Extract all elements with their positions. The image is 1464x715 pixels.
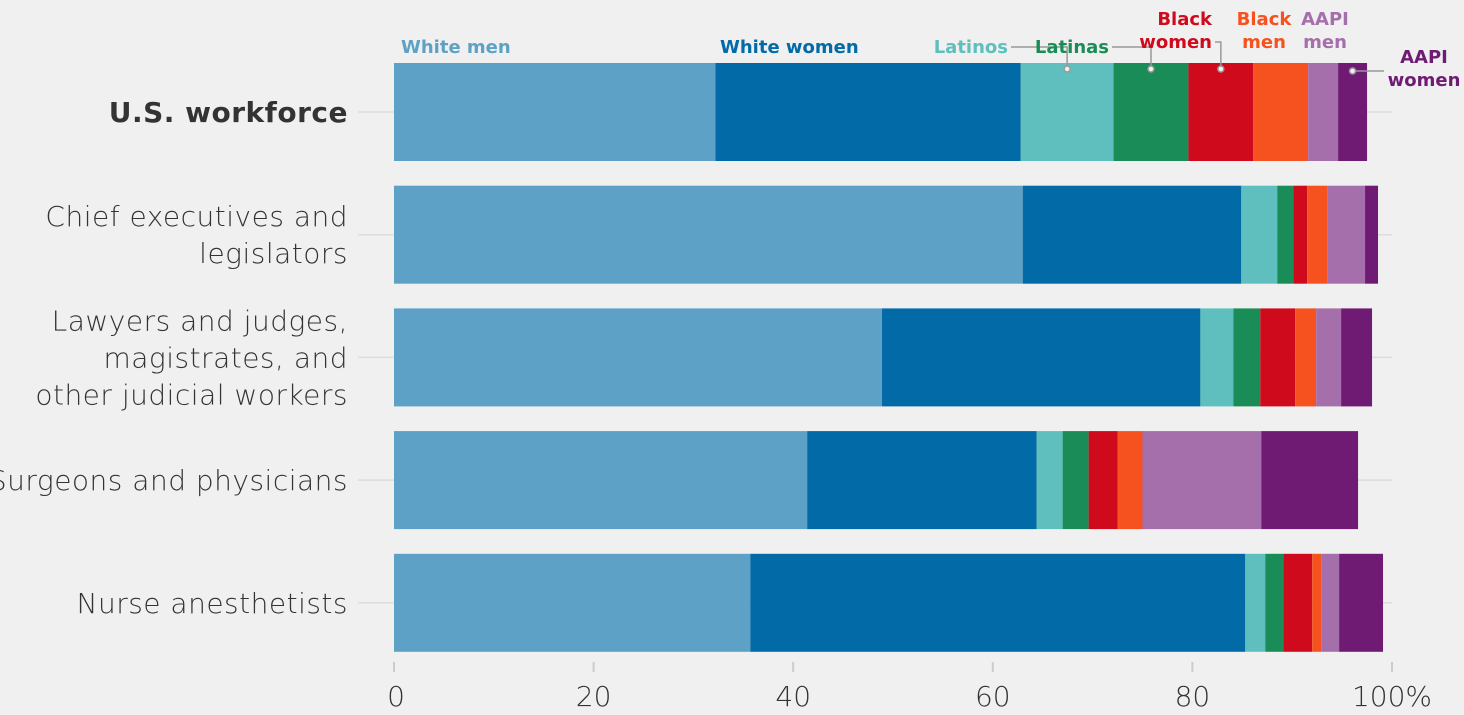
bar-latinas (1265, 553, 1284, 652)
bars-layer (394, 63, 1384, 652)
legend-leader (1112, 46, 1152, 69)
bar-aapi-women (1338, 63, 1368, 161)
legend-black-men: Black men (1237, 9, 1293, 53)
category-label-line: Nurse anesthetists (77, 587, 349, 620)
legend-white-men: White men (401, 37, 511, 58)
legend-label-line: men (1242, 32, 1286, 53)
legend-black-women: Black women (1139, 9, 1213, 53)
legend-aapi-men: AAPI men (1301, 9, 1349, 53)
bar-aapi-women (1365, 185, 1379, 284)
bar-white-men (394, 431, 808, 530)
category-label-line: legislators (199, 237, 348, 270)
legend-latinos: Latinos (934, 37, 1008, 58)
legend-white-women: White women (720, 37, 859, 58)
legend-label-line: women (1388, 70, 1461, 91)
bar-white-women (715, 63, 1021, 161)
bar-aapi-men (1321, 553, 1340, 652)
bar-white-men (394, 553, 751, 652)
bar-white-men (394, 63, 716, 161)
legend-leader-dot (1348, 67, 1357, 75)
category-label-line: Chief executives and (45, 200, 348, 233)
bar-black-women (1260, 308, 1296, 407)
legend-label-line: Latinos (934, 37, 1008, 58)
category-label: Nurse anesthetists (77, 587, 349, 620)
bar-aapi-men (1327, 185, 1366, 284)
x-tick-label: 20 (576, 680, 612, 713)
legend-aapi-women: AAPI women (1388, 47, 1461, 91)
x-tick-label: 60 (975, 680, 1011, 713)
bar-latinas (1233, 308, 1261, 407)
x-tick-label: 40 (775, 680, 811, 713)
bar-black-women (1088, 431, 1118, 530)
category-label: Surgeons and physicians (0, 464, 348, 497)
legend-leader-dot (1063, 65, 1071, 73)
category-label-line: other judicial workers (35, 378, 348, 411)
bar-latinas (1062, 431, 1089, 530)
category-label: Chief executives and legislators (45, 200, 348, 270)
bar-white-women (807, 431, 1037, 530)
bar-aapi-women (1339, 553, 1384, 652)
bar-latinos (1200, 308, 1234, 407)
bar-white-women (1022, 185, 1242, 284)
bar-black-men (1117, 431, 1143, 530)
legend-leader-dot (1217, 65, 1225, 73)
legend-leader-dot (1147, 65, 1155, 73)
bar-latinos (1241, 185, 1278, 284)
legend-label-line: Black (1237, 9, 1293, 30)
legend-label-line: White men (401, 37, 511, 58)
bar-aapi-men (1316, 308, 1342, 407)
bar-latinas (1113, 63, 1189, 161)
category-labels: U.S. workforce Chief executives and legisl… (0, 96, 348, 620)
legend-label-line: Black (1157, 9, 1213, 30)
bar-aapi-men (1142, 431, 1262, 530)
bar-aapi-men (1308, 63, 1339, 161)
bar-white-women (882, 308, 1201, 407)
category-label-line: magistrates, and (103, 341, 348, 374)
bar-white-women (750, 553, 1246, 652)
bar-black-men (1312, 553, 1322, 652)
bar-black-men (1295, 308, 1317, 407)
bar-latinos (1245, 553, 1266, 652)
legend-latinas: Latinas (1035, 37, 1109, 58)
category-label: Lawyers and judges, magistrates, and other… (35, 304, 348, 411)
bar-black-men (1253, 63, 1309, 161)
legend-label-line: White women (720, 37, 859, 58)
legend-label-line: AAPI (1301, 9, 1349, 30)
bar-latinos (1020, 63, 1114, 161)
x-axis: 0 20 40 60 80 100% (387, 662, 1432, 713)
x-tick-label: 100% (1352, 680, 1432, 713)
category-label: U.S. workforce (109, 96, 348, 129)
legend-label-line: men (1303, 32, 1347, 53)
x-tick-label: 0 (387, 680, 405, 713)
category-label-line: U.S. workforce (109, 96, 348, 129)
category-label-line: Lawyers and judges, (52, 304, 348, 337)
legend-leader (1011, 46, 1068, 69)
bar-aapi-women (1341, 308, 1373, 407)
bar-white-men (394, 308, 883, 407)
bar-aapi-women (1261, 431, 1359, 530)
bar-latinos (1036, 431, 1063, 530)
legend-label-line: Latinas (1035, 37, 1109, 58)
bar-black-women (1188, 63, 1254, 161)
bar-white-men (394, 185, 1023, 284)
category-label-line: Surgeons and physicians (0, 464, 348, 497)
bar-black-women (1293, 185, 1308, 284)
bar-latinas (1277, 185, 1294, 284)
bar-black-women (1283, 553, 1313, 652)
legend-label-line: AAPI (1400, 47, 1448, 68)
legend-label-line: women (1139, 32, 1212, 53)
bar-black-men (1307, 185, 1328, 284)
x-tick-label: 80 (1175, 680, 1211, 713)
legend-leader (1215, 41, 1222, 69)
